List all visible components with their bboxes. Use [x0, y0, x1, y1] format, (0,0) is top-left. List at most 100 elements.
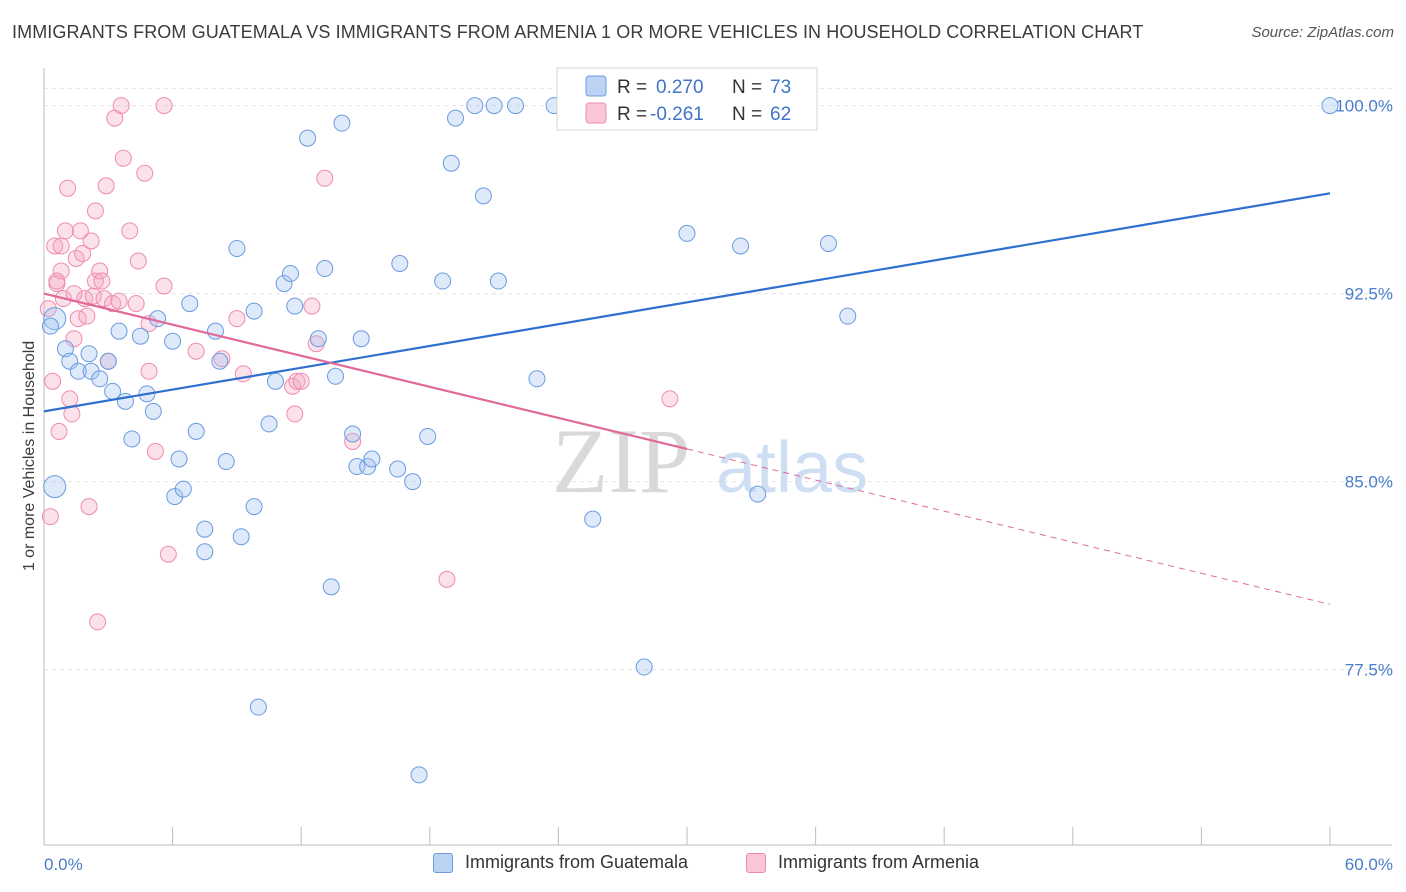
guatemala-point-4 — [69, 362, 87, 380]
armenia-point-43 — [155, 277, 173, 295]
watermark-atlas: atlas — [716, 428, 868, 508]
x-tick-labels: 0.0% 60.0% — [44, 855, 1393, 874]
guatemala-point-57 — [466, 97, 484, 115]
armenia-point-53 — [303, 297, 321, 315]
guatemala-point-43 — [333, 114, 351, 132]
guatemala-point-33 — [260, 415, 278, 433]
guatemala-point-24 — [196, 543, 214, 561]
guatemala-point-65 — [635, 658, 653, 676]
guatemala-point-38 — [299, 129, 317, 147]
guatemala-point-6 — [80, 345, 98, 363]
guatemala-point-66 — [678, 224, 696, 242]
source-credit: Source: ZipAtlas.com — [1251, 24, 1394, 41]
y-tick-label-2: 92.5% — [1345, 285, 1393, 304]
guatemala-point-0 — [43, 475, 67, 499]
guatemala-point-41 — [322, 578, 340, 596]
legend-r-label-1: R = — [617, 77, 647, 98]
guatemala-point-9 — [104, 382, 122, 400]
armenia-point-51 — [288, 372, 306, 390]
armenia-trend-line — [43, 292, 688, 451]
legend-r-value-1: 0.270 — [656, 77, 704, 98]
guatemala-points — [41, 97, 1339, 784]
legend-swatch-guatemala — [585, 75, 607, 97]
guatemala-point-40 — [316, 260, 334, 278]
armenia-point-18 — [78, 307, 96, 325]
guatemala-point-37 — [286, 297, 304, 315]
armenia-point-9 — [59, 179, 77, 197]
guatemala-point-28 — [228, 239, 246, 257]
armenia-point-23 — [86, 202, 104, 220]
armenia-point-34 — [114, 149, 132, 167]
legend-n-value-2: 62 — [770, 104, 791, 125]
armenia-point-32 — [110, 292, 128, 310]
armenia-point-39 — [140, 362, 158, 380]
guatemala-point-22 — [187, 422, 205, 440]
armenia-point-26 — [93, 272, 111, 290]
guatemala-point-68 — [749, 485, 767, 503]
armenia-point-5 — [52, 237, 70, 255]
armenia-point-20 — [82, 232, 100, 250]
guatemala-point-26 — [211, 352, 229, 370]
legend-n-label-1: N = — [732, 77, 762, 98]
guatemala-point-7 — [91, 370, 109, 388]
legend-item-guatemala: Immigrants from Guatemala — [433, 852, 688, 873]
armenia-point-55 — [316, 169, 334, 187]
armenia-point-22 — [86, 272, 104, 290]
armenia-point-15 — [71, 222, 89, 240]
armenia-point-59 — [48, 272, 66, 290]
guatemala-point-20 — [174, 480, 192, 498]
guatemala-point-44 — [344, 425, 362, 443]
guatemala-point-61 — [507, 97, 525, 115]
guatemala-point-52 — [410, 766, 428, 784]
armenia-point-46 — [213, 350, 231, 368]
guatemala-point-46 — [352, 330, 370, 348]
armenia-point-38 — [136, 164, 154, 182]
guatemala-point-71 — [1321, 97, 1339, 115]
guatemala-point-72 — [41, 317, 59, 335]
armenia-point-58 — [661, 390, 679, 408]
armenia-point-16 — [74, 244, 92, 262]
guatemala-point-53 — [419, 427, 437, 445]
armenia-point-52 — [292, 372, 310, 390]
armenia-point-8 — [56, 222, 74, 240]
guatemala-point-31 — [245, 498, 263, 516]
armenia-point-10 — [61, 390, 79, 408]
guatemala-point-30 — [245, 302, 263, 320]
watermark-zip: ZIP — [552, 410, 690, 512]
guatemala-point-48 — [363, 450, 381, 468]
armenia-point-4 — [50, 422, 68, 440]
guatemala-point-19 — [170, 450, 188, 468]
x-tick-label-0: 0.0% — [44, 855, 83, 874]
guatemala-point-23 — [196, 520, 214, 538]
trend-lines — [43, 192, 1331, 605]
guatemala-point-58 — [474, 187, 492, 205]
armenia-point-61 — [39, 300, 57, 318]
y-tick-labels: 77.5% 85.0% 92.5% 100.0% — [1335, 97, 1393, 680]
chart-title: IMMIGRANTS FROM GUATEMALA VS IMMIGRANTS … — [12, 22, 1144, 42]
armenia-point-57 — [438, 570, 456, 588]
guatemala-point-50 — [391, 255, 409, 273]
guatemala-point-62 — [528, 370, 546, 388]
y-tick-label-0: 77.5% — [1345, 661, 1393, 680]
guatemala-point-21 — [181, 295, 199, 313]
series-legend: Immigrants from Guatemala Immigrants fro… — [0, 850, 1406, 880]
guatemala-swatch — [433, 852, 453, 873]
armenia-points — [39, 97, 679, 631]
y-tick-label-3: 100.0% — [1335, 97, 1393, 116]
armenia-point-24 — [89, 613, 107, 631]
guatemala-point-42 — [326, 367, 344, 385]
armenia-point-6 — [52, 262, 70, 280]
armenia-point-44 — [159, 545, 177, 563]
y-tick-label-1: 85.0% — [1345, 473, 1393, 492]
armenia-point-28 — [97, 177, 115, 195]
guatemala-point-60 — [489, 272, 507, 290]
guatemala-point-34 — [266, 372, 284, 390]
guatemala-point-15 — [144, 402, 162, 420]
armenia-trend-extension — [686, 448, 1331, 605]
armenia-point-37 — [129, 252, 147, 270]
legend-n-value-1: 73 — [770, 77, 791, 98]
armenia-point-42 — [155, 97, 173, 115]
axes — [43, 68, 1392, 846]
guatemala-point-13 — [131, 327, 149, 345]
